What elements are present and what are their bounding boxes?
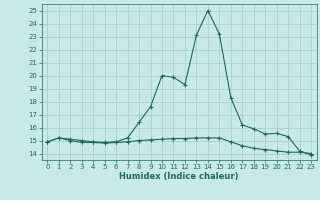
X-axis label: Humidex (Indice chaleur): Humidex (Indice chaleur) (119, 172, 239, 181)
